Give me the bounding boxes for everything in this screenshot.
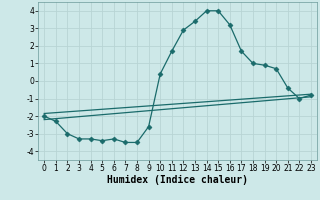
X-axis label: Humidex (Indice chaleur): Humidex (Indice chaleur): [107, 175, 248, 185]
